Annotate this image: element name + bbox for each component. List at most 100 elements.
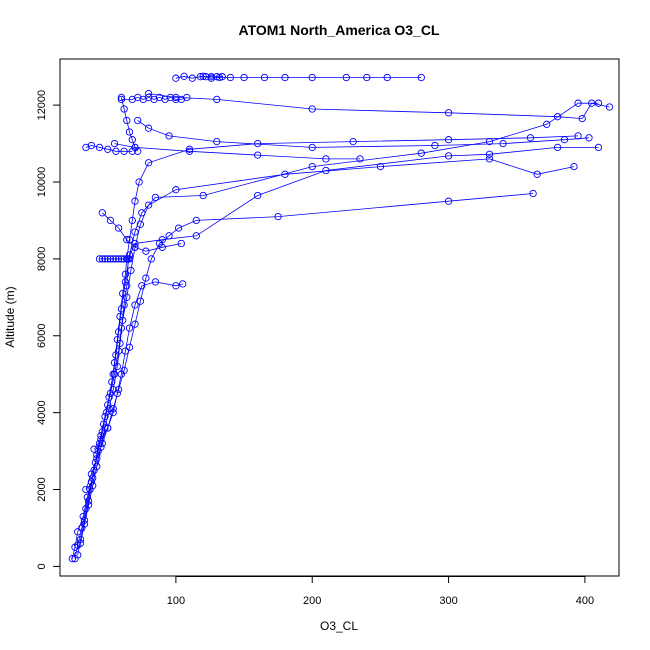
data-point (136, 220, 145, 228)
series-6 (82, 189, 537, 494)
data-point (89, 482, 97, 490)
data-point (123, 282, 131, 290)
data-point (383, 73, 391, 82)
data-point (131, 143, 139, 152)
data-point (98, 439, 106, 448)
data-point (308, 162, 316, 171)
data-point (98, 209, 106, 217)
series-line (77, 102, 599, 555)
data-point (356, 155, 364, 163)
data-point (172, 282, 180, 290)
data-point (134, 116, 142, 125)
data-point (526, 134, 535, 142)
data-point (120, 366, 128, 375)
x-axis: 100 200 300 400 (167, 576, 594, 607)
data-point (151, 193, 160, 202)
data-point (82, 143, 90, 152)
series-7 (95, 255, 134, 263)
data-point (177, 239, 185, 248)
data-point (260, 73, 269, 82)
data-point (127, 266, 135, 275)
data-point (120, 255, 128, 263)
data-point (376, 162, 385, 171)
data-point (114, 255, 123, 263)
series-line (148, 93, 610, 120)
data-point (213, 73, 221, 81)
data-point (113, 362, 121, 371)
data-point (322, 155, 330, 163)
data-point (158, 243, 166, 251)
data-point (117, 95, 126, 104)
data-point (308, 105, 316, 113)
y-tick-label: 0 (36, 563, 48, 569)
data-point (533, 170, 541, 178)
data-point (93, 455, 101, 463)
data-point (123, 236, 131, 244)
data-point (119, 316, 127, 325)
data-point (109, 405, 117, 413)
data-point (180, 72, 188, 80)
data-point (144, 89, 153, 98)
y-tick-label: 8000 (36, 247, 48, 271)
data-point (199, 191, 207, 200)
y-tick-label: 2000 (36, 477, 48, 501)
data-point (172, 186, 180, 194)
data-point (125, 343, 134, 351)
series-14 (98, 209, 185, 255)
data-point (112, 147, 120, 155)
data-point (95, 143, 104, 152)
data-point (101, 255, 109, 263)
data-point (213, 95, 221, 104)
data-point (144, 159, 153, 167)
data-point (188, 74, 196, 82)
data-point (123, 116, 131, 125)
data-point (192, 232, 200, 240)
data-point (125, 236, 134, 244)
data-point (349, 137, 357, 146)
data-point (585, 134, 593, 142)
y-axis: 0 2000 4000 6000 8000 10000 12000 (36, 90, 61, 569)
data-point (138, 282, 146, 290)
data-point (89, 474, 97, 482)
data-point (128, 136, 136, 144)
data-point (114, 328, 123, 336)
data-point (84, 501, 93, 509)
data-point (135, 178, 143, 186)
data-point (87, 470, 96, 478)
x-axis-label: O3_CL (320, 619, 358, 633)
data-point (553, 143, 562, 152)
series-line (137, 120, 590, 148)
data-point (179, 280, 187, 288)
data-point (104, 255, 112, 263)
data-point (131, 301, 139, 309)
x-tick-label: 400 (576, 595, 594, 607)
x-tick-label: 200 (303, 595, 321, 607)
data-point (543, 120, 551, 128)
data-point (117, 93, 126, 102)
data-point (363, 73, 371, 82)
data-point (101, 412, 109, 421)
data-point (574, 99, 582, 107)
series-16 (144, 89, 614, 123)
data-point (202, 73, 210, 81)
data-point (123, 255, 131, 263)
data-point (106, 255, 115, 263)
data-point (104, 424, 112, 432)
data-point (128, 216, 136, 225)
data-point (109, 255, 117, 263)
y-tick-label: 4000 (36, 400, 48, 424)
data-point (117, 370, 126, 378)
data-point (499, 139, 507, 148)
series-layer (68, 72, 614, 563)
data-point (116, 339, 124, 348)
data-point (281, 73, 289, 82)
data-point (106, 216, 115, 225)
data-point (98, 255, 106, 263)
data-point (76, 539, 85, 547)
data-point (308, 73, 316, 82)
data-point (213, 137, 221, 146)
data-point (121, 270, 130, 278)
data-point (121, 278, 130, 286)
series-line (175, 75, 422, 79)
